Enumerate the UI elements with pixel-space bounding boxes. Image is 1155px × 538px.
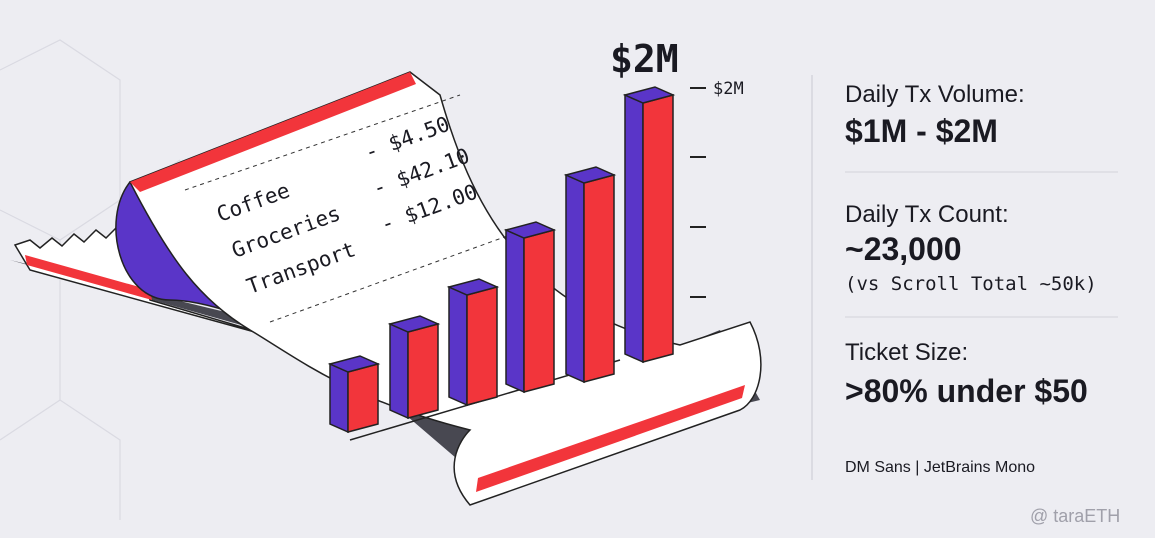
bar-top [563,166,617,184]
stat-value: >80% under $50 [845,373,1088,409]
stat-note: (vs Scroll Total ~50k) [845,273,1097,295]
bar-top [622,86,676,104]
dashed-line [269,234,511,323]
stat-value: $1M - $2M [845,113,998,149]
bar-front [466,286,498,406]
stripe [130,72,416,192]
bar-side [624,93,644,364]
bar-top [503,221,557,239]
bars [327,86,676,434]
stat-label: Ticket Size: [845,339,968,366]
footer: DM Sans | JetBrains Mono [845,459,1035,476]
bar-side [329,362,349,434]
bar-front [347,363,379,433]
bar-side [448,285,468,407]
stripe [476,385,745,492]
stat-label: Daily Tx Count: [845,201,1009,228]
stat-value: ~23,000 [845,231,962,267]
bar-side [505,228,525,394]
watermark: @ taraETH [1030,506,1120,526]
bar-side [389,322,409,420]
bar-side [565,173,585,384]
headline: $2M [610,37,679,81]
axis-label: $2M [713,79,744,99]
stat-label: Daily Tx Volume: [845,81,1025,108]
bar-top [387,315,441,333]
bar-top [327,355,381,373]
dashed-line [184,94,461,191]
bar-front [523,229,555,393]
bar-front [642,94,674,363]
stripe [25,255,152,300]
bar-front [407,323,439,419]
bar-front [583,174,615,383]
bar-top [446,278,500,296]
axis-ticks [690,87,706,298]
